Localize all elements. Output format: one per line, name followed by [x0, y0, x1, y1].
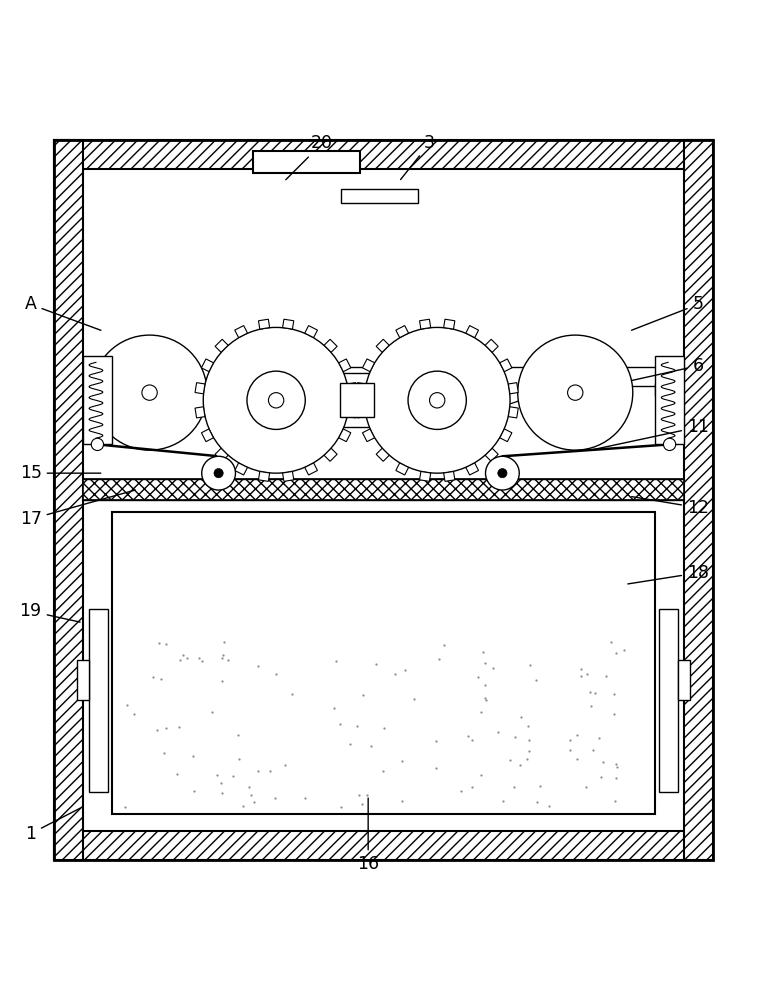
Circle shape: [364, 327, 510, 473]
Polygon shape: [324, 339, 337, 352]
Circle shape: [247, 371, 305, 429]
Polygon shape: [304, 326, 318, 338]
Polygon shape: [235, 326, 248, 338]
Bar: [684, 140, 713, 860]
Polygon shape: [339, 359, 351, 372]
Bar: [54, 140, 713, 169]
Circle shape: [214, 469, 223, 478]
Circle shape: [486, 456, 519, 490]
Circle shape: [203, 327, 349, 473]
Text: 6: 6: [632, 357, 703, 381]
Polygon shape: [202, 429, 213, 442]
Polygon shape: [282, 471, 294, 481]
Polygon shape: [356, 383, 366, 394]
Bar: [655, 356, 684, 444]
Bar: [54, 140, 83, 860]
Bar: [54, 831, 713, 860]
Bar: [341, 189, 418, 203]
Polygon shape: [396, 326, 409, 338]
Circle shape: [408, 371, 466, 429]
Polygon shape: [215, 448, 228, 461]
Polygon shape: [258, 471, 270, 481]
Text: 20: 20: [286, 134, 333, 180]
Polygon shape: [376, 448, 389, 461]
Polygon shape: [376, 339, 389, 352]
Polygon shape: [443, 319, 455, 329]
Polygon shape: [258, 319, 270, 329]
Bar: [244, 373, 469, 427]
Polygon shape: [420, 471, 431, 481]
Text: 11: 11: [594, 418, 709, 450]
Polygon shape: [443, 471, 455, 481]
Polygon shape: [420, 319, 431, 329]
Text: 12: 12: [632, 497, 709, 517]
Polygon shape: [500, 429, 512, 442]
Polygon shape: [500, 359, 512, 372]
Bar: [112, 512, 655, 814]
Polygon shape: [486, 339, 499, 352]
Polygon shape: [347, 407, 357, 418]
Bar: [89, 609, 108, 792]
Bar: [83, 169, 684, 831]
Text: 5: 5: [631, 295, 703, 330]
Bar: [83, 479, 684, 500]
Polygon shape: [195, 383, 205, 394]
Polygon shape: [396, 463, 409, 475]
Polygon shape: [202, 359, 213, 372]
Text: 1: 1: [25, 808, 81, 843]
Polygon shape: [347, 383, 357, 394]
Circle shape: [202, 456, 235, 490]
Polygon shape: [339, 429, 351, 442]
Bar: [253, 151, 360, 173]
Polygon shape: [195, 407, 205, 418]
Bar: [77, 660, 89, 700]
Circle shape: [568, 385, 583, 400]
Text: 3: 3: [400, 134, 435, 180]
Bar: [340, 383, 374, 417]
Circle shape: [498, 469, 507, 478]
Polygon shape: [215, 339, 228, 352]
Polygon shape: [235, 463, 248, 475]
Polygon shape: [363, 429, 374, 442]
Circle shape: [518, 335, 633, 450]
Text: 16: 16: [357, 798, 379, 873]
Bar: [678, 660, 690, 700]
Text: 18: 18: [628, 564, 709, 584]
Polygon shape: [324, 448, 337, 461]
Bar: [659, 609, 678, 792]
Circle shape: [430, 393, 445, 408]
Polygon shape: [509, 383, 518, 394]
Bar: [83, 356, 112, 444]
Circle shape: [91, 438, 104, 451]
Circle shape: [142, 385, 157, 400]
Text: 17: 17: [20, 490, 136, 528]
Polygon shape: [282, 319, 294, 329]
Text: A: A: [25, 295, 101, 330]
Circle shape: [663, 438, 676, 451]
Circle shape: [92, 335, 207, 450]
Polygon shape: [363, 359, 374, 372]
Circle shape: [268, 393, 284, 408]
Bar: [54, 140, 713, 860]
Polygon shape: [486, 448, 499, 461]
Polygon shape: [466, 326, 479, 338]
Text: 15: 15: [20, 464, 100, 482]
Polygon shape: [509, 407, 518, 418]
Polygon shape: [466, 463, 479, 475]
Text: 19: 19: [20, 602, 80, 622]
Polygon shape: [356, 407, 366, 418]
Polygon shape: [304, 463, 318, 475]
